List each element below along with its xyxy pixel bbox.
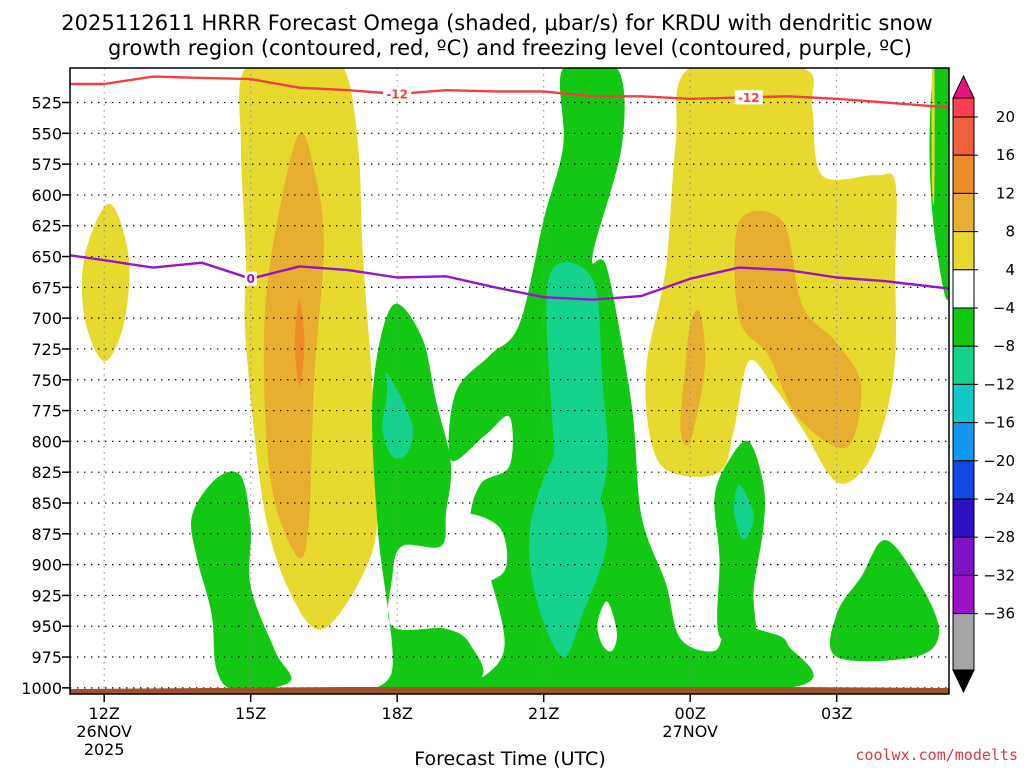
contour-label-bg-1-0: [244, 271, 257, 286]
contour-label-bg-0-1: [734, 90, 763, 105]
ytick-label-625: 625: [31, 217, 62, 236]
xtick-label-18Z: 18Z: [382, 704, 413, 723]
ground-strip: [70, 687, 949, 694]
colorbar-label-3: 8: [1005, 223, 1015, 241]
colorbar-segment-6: [952, 307, 975, 347]
ytick-label-900: 900: [31, 556, 62, 575]
contour-label-bg-0-0: [383, 86, 412, 101]
credit-text: coolwx.com/modelts: [855, 746, 1018, 764]
colorbar-top-arrow: [952, 74, 975, 99]
xtick-date-12Z: 26NOV: [76, 722, 132, 741]
ytick-label-650: 650: [31, 248, 62, 267]
colorbar-label-9: −20: [983, 452, 1015, 470]
colorbar-label-11: −28: [983, 528, 1015, 546]
ytick-label-925: 925: [31, 586, 62, 605]
colorbar: 20 16 12 8 4 −4 −8 −12 −16 −20 −24 −28 −32 −36: [952, 74, 1015, 694]
ytick-label-875: 875: [31, 525, 62, 544]
contour-label-0-0: -12: [386, 87, 408, 101]
colorbar-label-1: 16: [996, 146, 1015, 164]
omega-region-3: [263, 132, 324, 559]
omega-region-14: [528, 441, 608, 658]
colorbar-label-8: −16: [983, 414, 1015, 432]
colorbar-segment-11: [952, 498, 975, 538]
contour-line-1: [70, 254, 949, 301]
omega-region-5: [680, 309, 706, 446]
omega-region-9: [191, 471, 292, 691]
colorbar-label-4: 4: [1005, 261, 1015, 279]
colorbar-segment-14: [952, 613, 975, 671]
omega-region-18: [597, 601, 618, 652]
colorbar-segment-13: [952, 574, 975, 615]
colorbar-label-6: −8: [993, 337, 1015, 355]
omega-region-6: [294, 299, 305, 386]
omega-region-19: [454, 513, 508, 584]
ytick-label-525: 525: [31, 94, 62, 113]
colorbar-segment-3: [952, 192, 975, 233]
temperature-contours: -12 -12 0: [70, 75, 949, 301]
colorbar-segment-12: [952, 536, 975, 576]
ground-fill: [70, 687, 949, 694]
colorbar-segment-8: [952, 383, 975, 424]
chart-title-line-2: growth region (contoured, red, ºC) and f…: [108, 36, 912, 60]
colorbar-label-13: −36: [983, 605, 1015, 623]
ytick-label-850: 850: [31, 494, 62, 513]
omega-region-10: [714, 440, 765, 646]
omega-region-11: [829, 539, 940, 662]
ytick-label-800: 800: [31, 432, 62, 451]
x-axis-label: Forecast Time (UTC): [414, 748, 605, 768]
colorbar-label-2: 12: [996, 184, 1015, 202]
y-axis-ticks: 525 550 575 600 625 650 675 700 725 750 775 800 825 8…: [21, 94, 70, 698]
colorbar-segment-0: [952, 97, 975, 118]
colorbar-segment-7: [952, 345, 975, 385]
xtick-label-15Z: 15Z: [235, 704, 266, 723]
colorbar-label-10: −24: [983, 490, 1015, 508]
colorbar-label-12: −32: [983, 566, 1015, 584]
xtick-label-21Z: 21Z: [528, 704, 559, 723]
colorbar-label-7: −12: [983, 375, 1015, 393]
ytick-label-575: 575: [31, 155, 62, 174]
colorbar-segment-1: [952, 116, 975, 156]
ytick-label-550: 550: [31, 124, 62, 143]
ytick-label-600: 600: [31, 186, 62, 205]
ytick-label-725: 725: [31, 340, 62, 359]
omega-region-1: [81, 203, 130, 362]
ytick-label-675: 675: [31, 278, 62, 297]
xtick-label-12Z: 12Z: [89, 704, 120, 723]
ytick-label-975: 975: [31, 648, 62, 667]
colorbar-segment-10: [952, 460, 975, 500]
contour-line-0: [70, 75, 949, 109]
grid-lines: [70, 68, 949, 694]
contour-label-1-0: 0: [247, 272, 255, 286]
omega-region-16: [733, 484, 754, 541]
omega-region-15: [382, 372, 413, 459]
colorbar-bottom-arrow: [952, 669, 975, 694]
omega-region-17: [931, 68, 935, 205]
plot-frame: [69, 67, 950, 695]
colorbar-segment-2: [952, 154, 975, 194]
colorbar-label-5: −4: [993, 299, 1015, 317]
ytick-label-825: 825: [31, 463, 62, 482]
xtick-label-00Z: 00Z: [675, 704, 706, 723]
ytick-label-700: 700: [31, 309, 62, 328]
xtick-date-00Z: 27NOV: [662, 722, 718, 741]
xtick-year-12Z: 2025: [84, 740, 125, 759]
xtick-label-03Z: 03Z: [821, 704, 852, 723]
contour-label-0-1: -12: [738, 91, 760, 105]
colorbar-segment-9: [952, 422, 975, 462]
ytick-label-1000: 1000: [21, 679, 62, 698]
colorbar-segment-4: [952, 231, 975, 271]
colorbar-segment-5: [952, 269, 975, 309]
ytick-label-775: 775: [31, 402, 62, 421]
ytick-label-950: 950: [31, 617, 62, 636]
ytick-label-750: 750: [31, 371, 62, 390]
chart-title-line-1: 2025112611 HRRR Forecast Omega (shaded, …: [61, 11, 932, 35]
colorbar-label-0: 20: [996, 108, 1015, 126]
